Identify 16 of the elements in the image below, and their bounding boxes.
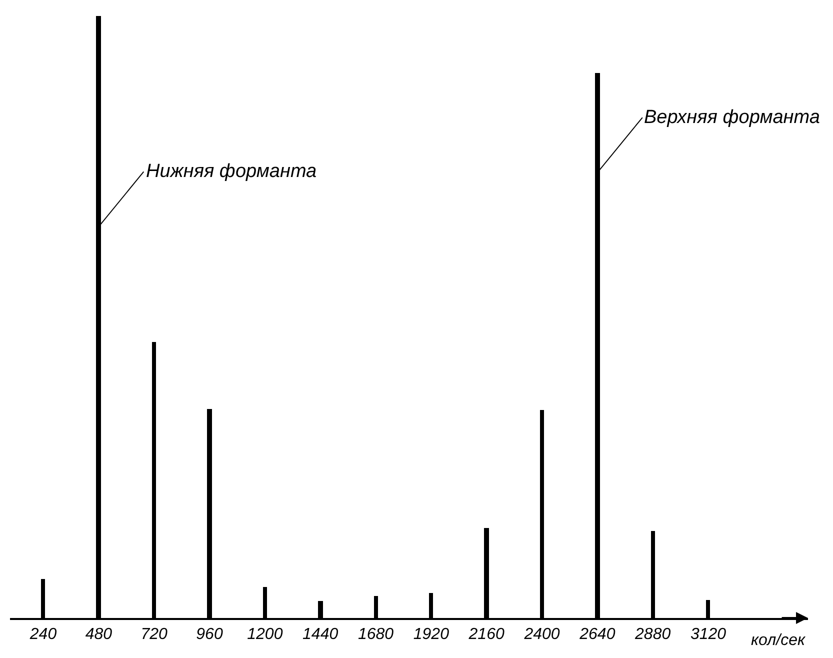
x-tick-label: 2640 <box>578 626 616 644</box>
x-tick-label: 2880 <box>634 626 671 644</box>
annotation: Нижняя форманта <box>146 161 317 182</box>
x-tick-label: 3120 <box>690 626 726 644</box>
annotation: Верхняя форманта <box>644 107 820 128</box>
x-axis-title: кол/сек <box>751 632 806 649</box>
x-tick-label: 480 <box>85 626 112 644</box>
x-tick-label: 1680 <box>358 626 394 644</box>
x-tick-label: 1200 <box>247 626 283 644</box>
x-tick-label: 1920 <box>413 626 450 644</box>
x-tick-label: 2160 <box>468 626 504 644</box>
x-tick-label: 1440 <box>302 626 338 644</box>
x-tick-label: 960 <box>196 626 223 644</box>
x-tick-label: 720 <box>140 626 168 644</box>
x-tick-label: 240 <box>28 626 57 644</box>
x-tick-label: 2400 <box>523 626 560 644</box>
